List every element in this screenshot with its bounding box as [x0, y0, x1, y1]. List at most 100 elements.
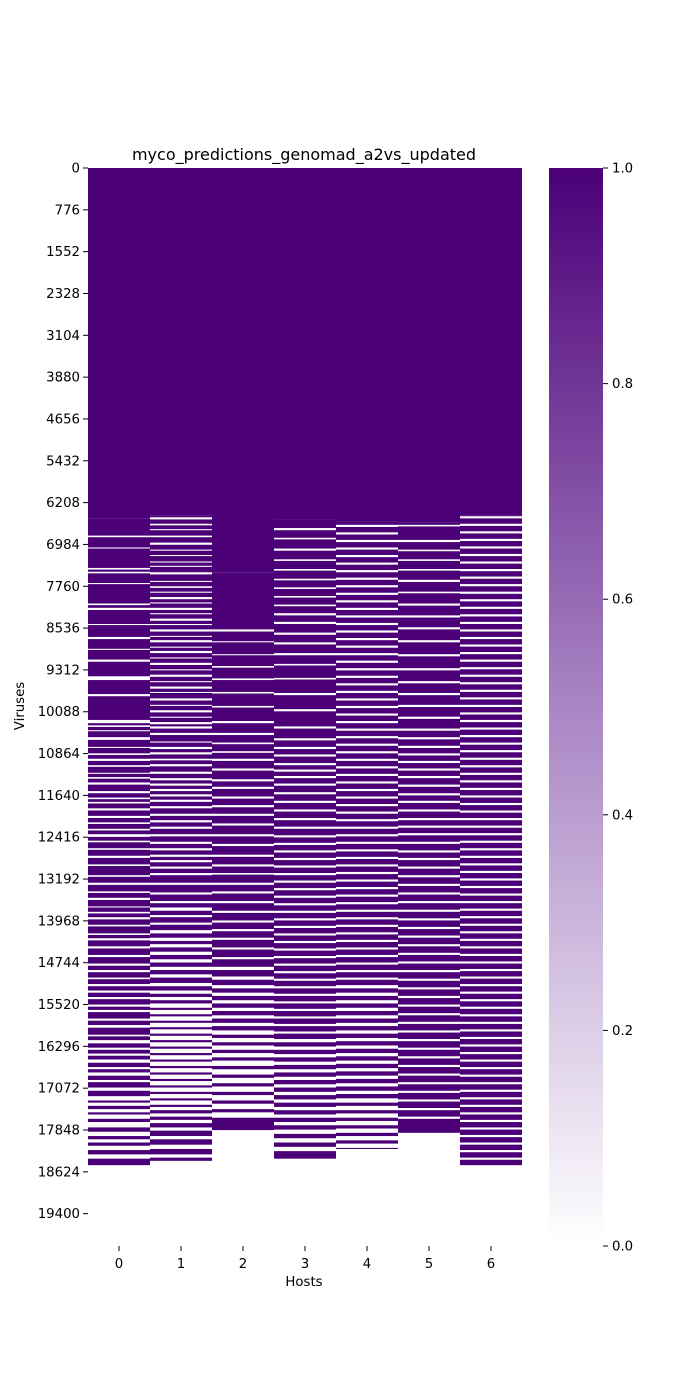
heatmap-cell-block — [336, 753, 398, 759]
heatmap-cell-block — [88, 965, 150, 971]
heatmap-cell-block — [336, 632, 398, 639]
heatmap-cell-block — [150, 1065, 212, 1069]
heatmap-cell-block — [336, 828, 398, 835]
heatmap-cell-block — [398, 656, 460, 669]
heatmap-cell-block — [336, 1056, 398, 1061]
heatmap-cell-block — [88, 866, 150, 876]
heatmap-cell-block — [460, 1129, 522, 1135]
heatmap-cell-block — [150, 815, 212, 821]
heatmap-cell-block — [274, 1033, 336, 1040]
heatmap-cell-block — [460, 865, 522, 871]
heatmap-cell-block — [398, 827, 460, 834]
x-tick-label: 1 — [177, 1257, 185, 1272]
heatmap-cell-block — [88, 972, 150, 978]
heatmap-cell-block — [88, 892, 150, 898]
heatmap-cell-block — [336, 1132, 398, 1137]
heatmap-cell-block — [150, 1116, 212, 1120]
heatmap-cell-block — [88, 803, 150, 809]
heatmap-cell-block — [336, 843, 398, 850]
x-tick-label: 6 — [487, 1257, 495, 1272]
heatmap-cell-block — [336, 1086, 398, 1091]
heatmap-cell-block — [212, 1018, 274, 1023]
heatmap-cell-block — [274, 695, 336, 710]
heatmap-cell-block — [460, 873, 522, 879]
heatmap-cell-block — [88, 884, 150, 892]
heatmap-cell-block — [150, 862, 212, 867]
heatmap-cell-block — [460, 669, 522, 675]
heatmap-cell-block — [274, 771, 336, 776]
heatmap-cell-block — [336, 1125, 398, 1129]
heatmap-cell-block — [336, 602, 398, 608]
heatmap-cell-block — [460, 1023, 522, 1030]
heatmap-cell-block — [274, 988, 336, 994]
heatmap-cell-block — [460, 525, 522, 532]
heatmap-cell-block — [460, 1122, 522, 1128]
y-tick-label: 11640 — [38, 789, 80, 804]
heatmap-cell-block — [274, 623, 336, 633]
heatmap-cell-block — [398, 946, 460, 953]
heatmap-cell-block — [460, 895, 522, 902]
heatmap-cell-block — [212, 903, 274, 911]
heatmap-cell-block — [460, 548, 522, 554]
heatmap-cell-block — [274, 860, 336, 866]
heatmap-cell-block — [398, 885, 460, 893]
heatmap-cell-block — [274, 778, 336, 784]
heatmap-cell-block — [336, 1048, 398, 1054]
heatmap-cell-block — [336, 587, 398, 593]
heatmap-cell-block — [398, 1058, 460, 1065]
heatmap-cell-block — [398, 868, 460, 876]
heatmap-cell-block — [398, 522, 460, 525]
heatmap-cell-block — [212, 655, 274, 667]
heatmap-cell-block — [460, 1159, 522, 1166]
heatmap-cell-block — [460, 1061, 522, 1068]
x-tick-label: 4 — [363, 1257, 371, 1272]
heatmap-cell-block — [274, 958, 336, 964]
heatmap-cell-block — [88, 876, 150, 883]
y-tick-label: 17848 — [38, 1124, 80, 1139]
heatmap-column-0 — [88, 168, 150, 1166]
y-tick-label: 3104 — [46, 329, 80, 344]
heatmap-cell-block — [150, 856, 212, 861]
heatmap-cell-block — [150, 1014, 212, 1017]
heatmap-cell-block — [150, 692, 212, 699]
heatmap-cell-block — [150, 954, 212, 960]
heatmap-cell-block — [212, 866, 274, 874]
heatmap-cell-block — [336, 904, 398, 910]
y-tick-label: 13192 — [38, 873, 80, 888]
heatmap-cell-block — [460, 578, 522, 585]
heatmap-cell-block — [274, 711, 336, 727]
heatmap-cell-block — [150, 1020, 212, 1023]
heatmap-cell-block — [336, 625, 398, 631]
heatmap-cell-block — [88, 639, 150, 649]
heatmap-cell-block — [150, 1046, 212, 1049]
heatmap-cells — [88, 168, 522, 1166]
heatmap-cell-block — [150, 917, 212, 923]
x-axis-label: Hosts — [285, 1275, 322, 1290]
heatmap-cell-block — [398, 795, 460, 801]
heatmap-cell-block — [336, 821, 398, 827]
heatmap-cell-block — [398, 739, 460, 746]
y-tick-label: 19400 — [38, 1207, 80, 1222]
heatmap-cell-block — [274, 1102, 336, 1107]
heatmap-cell-block — [460, 956, 522, 962]
heatmap-cell-block — [336, 1063, 398, 1069]
heatmap-cell-block — [336, 1117, 398, 1121]
heatmap-cell-block — [88, 168, 150, 519]
heatmap-cell-block — [336, 866, 398, 872]
heatmap-cell-block — [88, 940, 150, 947]
heatmap-cell-block — [150, 592, 212, 598]
heatmap-cell-block — [336, 534, 398, 540]
heatmap-cell-block — [212, 735, 274, 743]
heatmap-cell-block — [88, 723, 150, 726]
heatmap-cell-block — [336, 783, 398, 789]
heatmap-cell-block — [336, 775, 398, 782]
heatmap-cell-block — [212, 836, 274, 844]
heatmap-cell-block — [150, 614, 212, 619]
heatmap-cell-block — [460, 993, 522, 1000]
heatmap-cell-block — [212, 168, 274, 573]
heatmap-cell-block — [212, 642, 274, 655]
heatmap-cell-block — [150, 603, 212, 608]
heatmap-cell-block — [88, 605, 150, 608]
heatmap-cell-block — [212, 760, 274, 769]
heatmap-cell-block — [88, 1112, 150, 1115]
